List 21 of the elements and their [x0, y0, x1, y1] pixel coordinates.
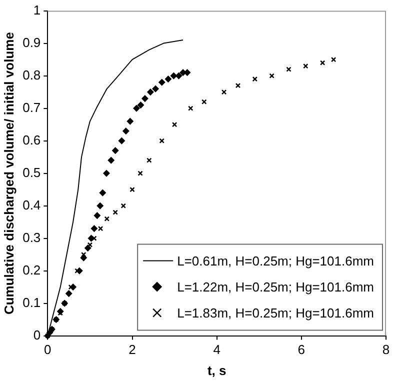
x-tick-label: 4: [213, 342, 220, 358]
y-tick-label: 0: [33, 327, 41, 342]
y-tick-label: 1: [33, 2, 41, 18]
legend-label: L=1.22m, H=0.25m; Hg=101.6mm: [177, 279, 374, 294]
x-axis-title: t, s: [207, 362, 226, 378]
y-tick-label: 0.7: [22, 100, 41, 115]
x-tick-label: 0: [44, 342, 52, 358]
y-tick-label: 0.9: [22, 34, 41, 50]
y-tick-label: 0.5: [22, 164, 41, 180]
y-tick-label: 0.8: [22, 67, 41, 82]
x-tick-label: 6: [298, 342, 306, 358]
legend-label: L=1.83m, H=0.25m; Hg=101.6mm: [177, 305, 374, 320]
legend-label: L=0.61m, H=0.25m; Hg=101.6mm: [177, 253, 374, 268]
x-tick-label: 8: [382, 342, 390, 358]
y-axis-title: Cumulative discharged volume/ initial volume: [1, 32, 16, 315]
y-tick-label: 0.6: [22, 132, 41, 148]
y-tick-label: 0.1: [22, 294, 41, 310]
y-tick-label: 0.3: [22, 230, 41, 245]
y-tick-label: 0.2: [22, 262, 41, 278]
y-tick-label: 0.4: [22, 197, 41, 212]
x-tick-label: 2: [128, 342, 136, 358]
